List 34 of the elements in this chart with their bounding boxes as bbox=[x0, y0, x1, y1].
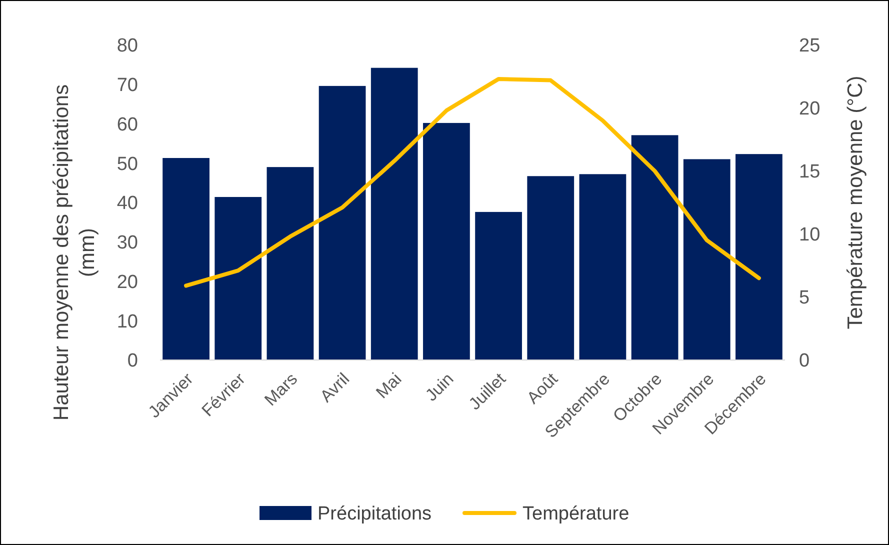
x-tick-label: Mai bbox=[372, 369, 406, 402]
y-tick-label: 70 bbox=[116, 75, 138, 96]
legend-label: Précipitations bbox=[318, 504, 432, 525]
bar bbox=[736, 154, 782, 360]
y-tick-label: 30 bbox=[116, 232, 138, 254]
y-tick-label: 20 bbox=[116, 272, 138, 293]
y-tick-label: 0 bbox=[127, 350, 138, 372]
y2-axis-title: Température moyenne (°C) bbox=[844, 76, 867, 330]
y-tick-label: 50 bbox=[116, 154, 138, 175]
y2-tick-label: 25 bbox=[799, 36, 820, 57]
y2-tick-label: 0 bbox=[799, 350, 810, 372]
y-axis-title: Hauteur moyenne des précipitations (mm) bbox=[50, 84, 99, 421]
y2-tick-label: 20 bbox=[799, 98, 820, 120]
bar bbox=[475, 212, 522, 360]
legend-label: Température bbox=[522, 504, 630, 525]
bar bbox=[579, 174, 626, 360]
bar bbox=[683, 159, 730, 360]
bar bbox=[423, 122, 470, 360]
y-tick-label: 60 bbox=[116, 114, 138, 136]
y-tick-label: 40 bbox=[116, 193, 138, 214]
y2-tick-label: 15 bbox=[799, 162, 820, 183]
y2-tick-label: 5 bbox=[799, 288, 810, 309]
y-tick-label: 80 bbox=[116, 36, 138, 57]
line-series bbox=[184, 77, 761, 288]
bar bbox=[527, 176, 574, 360]
bar bbox=[631, 135, 678, 360]
y-tick-label: 10 bbox=[116, 311, 138, 332]
bar bbox=[266, 167, 314, 360]
bar bbox=[162, 158, 210, 360]
bar bbox=[318, 86, 366, 360]
bar bbox=[370, 68, 418, 360]
x-tick-label: Juin bbox=[422, 369, 458, 405]
bar bbox=[214, 196, 262, 360]
y2-tick-label: 10 bbox=[799, 224, 820, 246]
